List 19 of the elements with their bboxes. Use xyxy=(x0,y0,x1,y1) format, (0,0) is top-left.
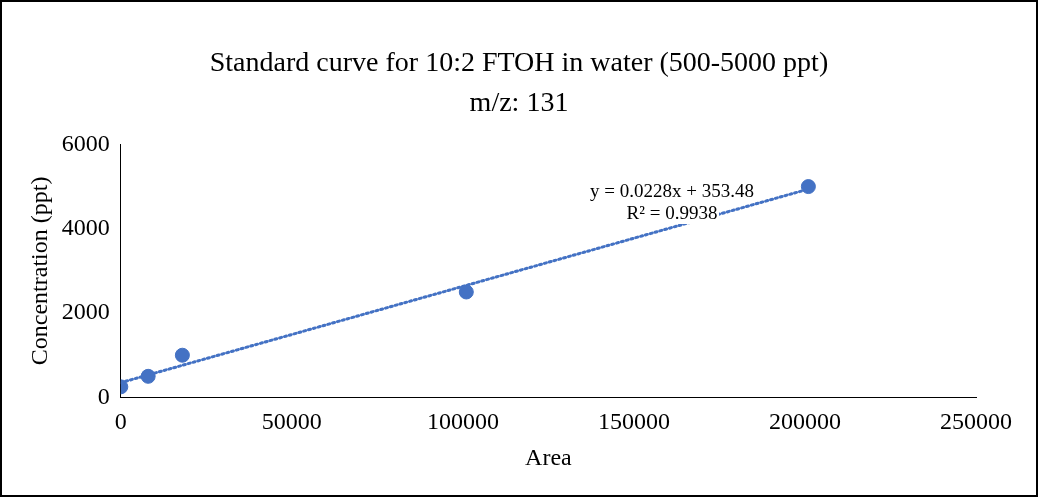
x-tick-label: 0 xyxy=(114,408,127,435)
x-tick-label: 50000 xyxy=(261,408,322,435)
point xyxy=(140,368,156,384)
annotation: R² = 0.9938 xyxy=(624,202,720,224)
point xyxy=(800,179,816,195)
point xyxy=(174,347,190,363)
chart-title: Standard curve for 10:2 FTOH in water (500-5000 ppt) m/z: 131 xyxy=(209,45,829,119)
x-tick-label: 200000 xyxy=(768,408,841,435)
point xyxy=(458,284,474,300)
y-tick-label: 4000 xyxy=(61,214,110,241)
y-tick-label: 2000 xyxy=(61,298,110,325)
annotation: y = 0.0228x + 353.48 xyxy=(588,180,756,202)
x-tick-label: 100000 xyxy=(426,408,499,435)
x-tick-label: 250000 xyxy=(940,408,1012,435)
x-axis-title: Area xyxy=(525,443,573,470)
y-axis-title: Concentration (ppt) xyxy=(25,176,52,366)
y-tick-label: 0 xyxy=(97,382,110,409)
x-tick-label: 150000 xyxy=(597,408,670,435)
y-tick-label: 6000 xyxy=(61,129,110,156)
